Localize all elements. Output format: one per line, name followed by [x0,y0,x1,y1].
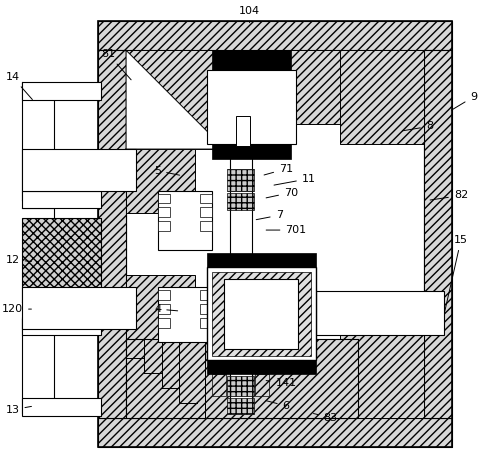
Bar [236,117,249,146]
Bar [200,318,212,328]
Bar [126,149,195,213]
Text: 104: 104 [239,6,260,23]
Bar [207,70,296,144]
Bar [200,207,212,217]
Bar [23,287,136,329]
Bar [158,287,212,342]
Bar [158,290,170,300]
Bar [424,50,452,418]
Bar [212,144,291,159]
Bar [158,221,170,231]
Text: 8: 8 [402,121,433,131]
Bar [224,280,298,349]
Bar [271,50,365,125]
Text: 71: 71 [264,164,293,175]
Text: 5: 5 [154,166,180,176]
Text: 120: 120 [2,304,31,314]
Text: 15: 15 [445,235,468,311]
Bar [23,190,101,208]
Bar [200,194,212,204]
Text: 14: 14 [5,72,32,100]
Bar [341,319,424,418]
Bar [98,21,452,447]
Bar [341,50,424,144]
Bar [126,50,225,149]
Bar [158,304,170,314]
Text: 70: 70 [266,188,298,198]
Bar [98,21,452,50]
Bar [212,272,311,355]
Bar [23,317,101,335]
Text: 81: 81 [101,49,131,80]
Text: 701: 701 [266,225,307,235]
Bar [200,304,212,314]
Polygon shape [126,50,225,149]
Bar [158,190,212,250]
Bar [227,376,254,396]
Bar [126,339,205,418]
Bar [126,274,195,339]
Bar [255,374,270,396]
Bar [212,374,226,396]
Bar [126,50,424,418]
Bar [23,149,136,190]
Text: 12: 12 [5,255,31,265]
Bar [200,290,212,300]
Bar [316,291,444,335]
Text: 83: 83 [314,413,338,423]
Bar [227,169,254,190]
Text: 9: 9 [451,92,477,110]
Bar [200,221,212,231]
Text: 4: 4 [154,304,178,314]
Bar [158,194,170,204]
Bar [23,398,101,416]
Bar [227,193,254,210]
Bar [98,418,452,447]
Bar [98,50,126,418]
Bar [23,82,101,100]
Bar [207,266,316,360]
Bar [126,339,358,418]
Bar [230,117,251,403]
Text: 7: 7 [256,210,283,220]
Bar [158,318,170,328]
Bar [23,218,101,302]
Bar [227,398,254,414]
Bar [158,207,170,217]
Text: 6: 6 [266,400,290,411]
Text: 13: 13 [5,405,31,415]
Text: 82: 82 [430,190,468,201]
Bar [126,339,205,418]
Bar [205,339,358,418]
Bar [207,360,316,374]
Bar [207,253,316,266]
Text: 141: 141 [266,378,296,388]
Text: 11: 11 [274,174,316,185]
Bar [212,50,291,70]
